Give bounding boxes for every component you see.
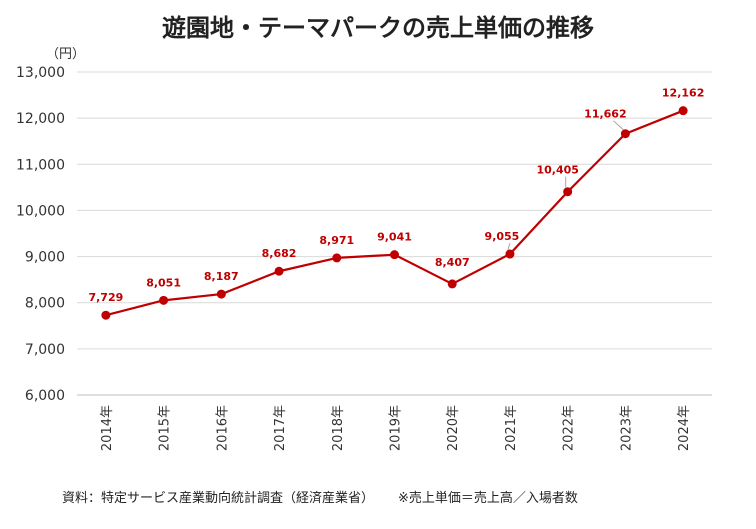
data-label: 10,405 (536, 164, 578, 177)
x-tick-label: 2022年 (562, 405, 577, 451)
x-tick-label: 2021年 (504, 405, 519, 451)
data-point (101, 310, 111, 320)
x-tick-label: 2024年 (677, 405, 692, 451)
data-point (159, 295, 169, 305)
y-tick-label: 6,000 (25, 388, 65, 404)
chart-title: 遊園地・テーマパークの売上単価の推移 (162, 14, 594, 42)
data-label: 8,407 (435, 256, 470, 269)
y-tick-label: 9,000 (25, 250, 65, 266)
y-tick-label: 13,000 (16, 65, 65, 81)
y-axis-unit-label: （円） (46, 47, 86, 62)
y-tick-label: 7,000 (25, 342, 65, 358)
x-tick-label: 2023年 (619, 405, 634, 451)
series-line-group (105, 109, 684, 317)
y-axis-ticks: 6,000 7,000 8,000 9,000 10,000 11,000 12,000 13… (16, 65, 65, 404)
label-leader-line (613, 120, 624, 131)
data-point (447, 279, 457, 289)
data-label: 8,051 (146, 276, 181, 289)
label-leader-line (507, 242, 511, 251)
formula-note: ※売上単価＝売上高／入場者数 (398, 491, 578, 506)
data-point (390, 250, 399, 260)
x-axis-ticks: 2014年 2015年 2016年 2017年 2018年 2019年 2020年 2021年… (100, 405, 692, 451)
data-label: 8,187 (204, 270, 239, 283)
data-label: 9,041 (377, 231, 412, 244)
series-line (105, 109, 684, 317)
x-tick-label: 2014年 (100, 405, 115, 451)
y-tick-label: 11,000 (16, 157, 65, 173)
data-point (332, 253, 342, 263)
x-tick-label: 2018年 (331, 405, 346, 451)
data-point (216, 289, 226, 299)
x-tick-label: 2015年 (158, 405, 173, 451)
x-tick-label: 2020年 (446, 405, 461, 451)
y-tick-label: 10,000 (16, 203, 65, 219)
data-point (678, 106, 688, 116)
y-tick-label: 8,000 (25, 296, 65, 312)
data-label: 8,971 (319, 234, 354, 247)
series-points (101, 106, 688, 320)
chart-footer: 資料：特定サービス産業動向統計調査（経済産業省） ※売上単価＝売上高／入場者数 (62, 487, 578, 506)
source-note: 資料：特定サービス産業動向統計調査（経済産業省） (62, 491, 375, 506)
gridlines (77, 71, 712, 396)
data-label: 7,729 (88, 291, 123, 304)
y-tick-label: 12,000 (16, 111, 65, 127)
data-point (274, 266, 284, 276)
data-labels: 7,729 8,051 8,187 8,682 8,971 9,041 8,407 9,055… (88, 87, 704, 305)
x-tick-label: 2017年 (273, 405, 288, 451)
data-point (505, 249, 515, 259)
data-label: 9,055 (485, 230, 520, 243)
data-point (563, 187, 573, 197)
data-label: 8,682 (262, 247, 297, 260)
x-tick-label: 2016年 (215, 405, 230, 451)
data-label: 12,162 (662, 87, 704, 100)
x-tick-label: 2019年 (389, 405, 404, 451)
data-label: 11,662 (584, 108, 626, 121)
data-point (620, 129, 630, 139)
